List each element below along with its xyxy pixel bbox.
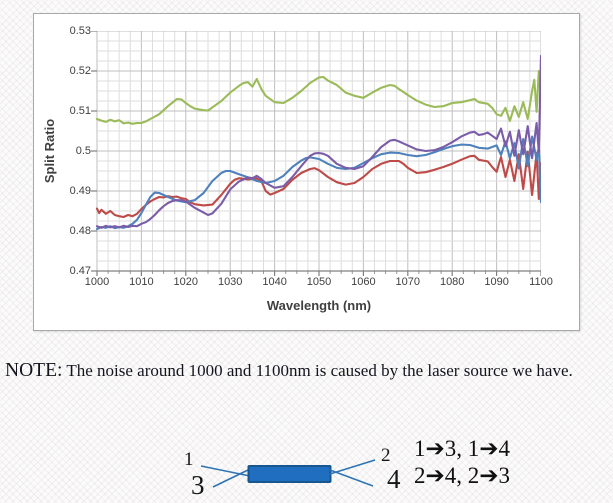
note-text: NOTE: The noise around 1000 and 1100nm i… (5, 360, 607, 382)
series-blue (95, 135, 541, 231)
x-tick-label: 1050 (306, 276, 332, 288)
x-tick-label: 1000 (84, 276, 110, 288)
fiber-line-port1 (200, 465, 251, 477)
y-tick-label: 0.51 (69, 105, 91, 117)
y-tick-label: 0.49 (69, 185, 91, 197)
note-body: The noise around 1000 and 1100nm is caus… (62, 361, 573, 380)
y-tick-label: 0.5 (75, 145, 91, 157)
x-tick-label: 1100 (529, 276, 553, 288)
series-purple (95, 54, 541, 229)
x-tick-label: 1070 (395, 276, 421, 288)
fiber-line-port2 (329, 459, 376, 475)
plot-area-svg (91, 31, 541, 276)
x-axis-title: Wavelength (nm) (266, 298, 372, 313)
route-line-1: 1➔3, 1➔4 (414, 436, 511, 461)
x-tick-label: 1040 (262, 276, 287, 288)
coupler-body (247, 465, 332, 483)
x-tick-label: 1030 (217, 276, 243, 288)
x-tick-label: 1010 (129, 276, 154, 288)
port-label-1: 1 (184, 449, 194, 470)
x-tick-label: 1080 (439, 276, 465, 288)
series-green (95, 69, 541, 125)
y-tick-label: 0.47 (69, 265, 91, 277)
port-label-2: 2 (381, 445, 391, 466)
chart-frame: 0.47 0.48 0.49 0.5 0.51 0.52 0.53 1000 1010 1020… (33, 13, 580, 331)
x-tick-label: 1060 (351, 276, 376, 288)
note-prefix: NOTE: (5, 360, 63, 381)
route-mapping-text: 1➔3, 1➔4 2➔4, 2➔3 (414, 435, 510, 489)
series-red (95, 150, 541, 219)
port-label-3: 3 (191, 470, 205, 500)
y-tick-label: 0.53 (69, 25, 91, 37)
y-axis-title: Split Ratio (42, 118, 57, 184)
y-tick-label: 0.52 (69, 65, 91, 77)
y-tick-label: 0.48 (69, 225, 91, 237)
x-tick-label: 1090 (484, 276, 509, 288)
fiber-line-port3 (212, 468, 251, 488)
x-tick-label: 1020 (173, 276, 199, 288)
port-label-4: 4 (387, 464, 401, 494)
fiber-line-port4 (329, 469, 374, 487)
coupler-diagram-svg (200, 459, 376, 488)
route-line-2: 2➔4, 2➔3 (414, 463, 511, 488)
